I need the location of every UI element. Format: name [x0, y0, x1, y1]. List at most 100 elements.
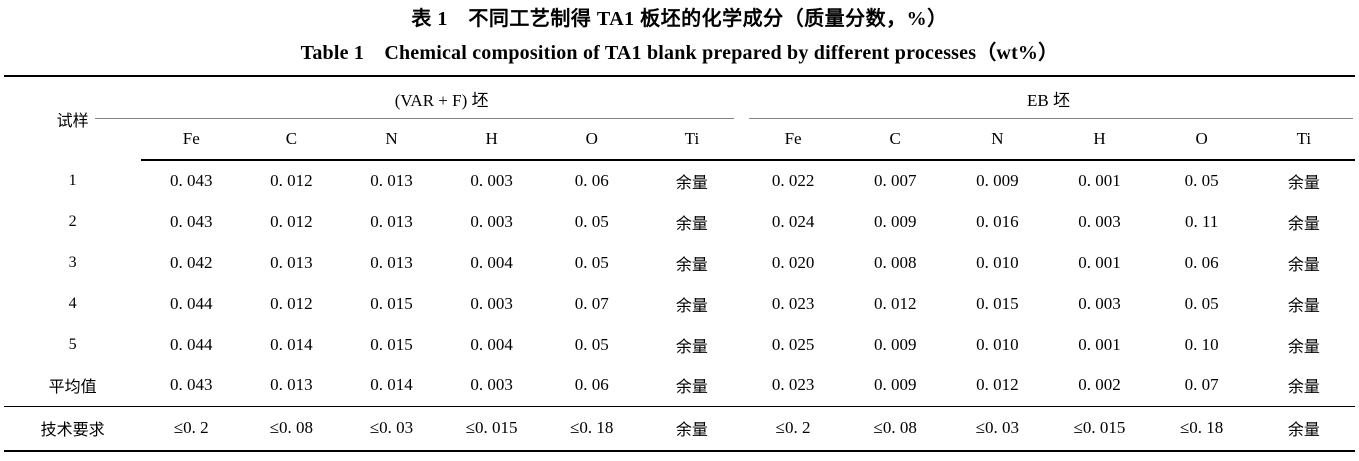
value-cell: 0. 004: [470, 252, 513, 272]
value-cell: 0. 007: [873, 171, 917, 190]
col-header-eb-h: H: [1048, 119, 1151, 161]
value-cell: ≤0. 18: [541, 405, 642, 451]
table-row: 2 0. 043 0. 012 0. 013 0. 003 0. 05 余量 0…: [4, 201, 1355, 242]
value-cell: 0. 015: [370, 334, 413, 354]
value-cell: 0. 043: [170, 211, 213, 231]
balance-cell: 余量: [1252, 405, 1355, 451]
value-cell: ≤0. 015: [1048, 405, 1151, 451]
value-cell: 0. 001: [1078, 171, 1121, 190]
col-header-eb-ti: Ti: [1252, 119, 1355, 161]
row-label: 3: [68, 253, 77, 271]
balance-cell: 余量: [641, 405, 743, 451]
col-header-varf-ti: Ti: [641, 119, 743, 161]
value-cell: 0. 009: [873, 211, 917, 231]
balance-cell: 余量: [675, 338, 708, 356]
col-header-varf-c: C: [241, 119, 342, 161]
balance-cell: 余量: [675, 297, 708, 315]
value-cell: 0. 044: [170, 334, 213, 354]
value-cell: 0. 013: [370, 171, 413, 190]
col-header-eb-o: O: [1150, 119, 1253, 161]
value-cell: 0. 06: [574, 375, 609, 395]
value-cell: 0. 009: [976, 171, 1019, 190]
value-cell: 0. 012: [270, 211, 313, 231]
value-cell: 0. 05: [574, 252, 609, 272]
balance-cell: 余量: [1287, 256, 1320, 274]
group-header-var-f: (VAR + F) 坯: [95, 76, 742, 119]
value-cell: 0. 013: [370, 211, 413, 231]
group-header-eb: EB 坯: [742, 76, 1355, 119]
element-header-row: Fe C N H O Ti Fe C N H O Ti: [4, 119, 1355, 161]
value-cell: 0. 003: [470, 293, 513, 313]
table-caption-chinese: 表 1 不同工艺制得 TA1 板坯的化学成分（质量分数，%）: [411, 8, 948, 30]
table-row-requirement: 技术要求 ≤0. 2 ≤0. 08 ≤0. 03 ≤0. 015 ≤0. 18 …: [4, 405, 1355, 451]
composition-table: 试样 (VAR + F) 坯 EB 坯 Fe C N H O Ti Fe C N…: [4, 75, 1355, 452]
value-cell: 0. 013: [270, 252, 313, 272]
value-cell: ≤0. 2: [141, 405, 242, 451]
col-header-varf-fe: Fe: [141, 119, 242, 161]
balance-cell: 余量: [1287, 297, 1320, 315]
value-cell: 0. 003: [1078, 211, 1121, 231]
value-cell: 0. 06: [1184, 252, 1219, 272]
balance-cell: 余量: [1287, 379, 1320, 397]
col-header-varf-h: H: [441, 119, 542, 161]
balance-cell: 余量: [675, 256, 708, 274]
value-cell: 0. 003: [1078, 293, 1121, 313]
value-cell: 0. 013: [270, 375, 313, 395]
value-cell: 0. 009: [873, 375, 917, 395]
row-label: 1: [68, 171, 77, 189]
row-label: 4: [68, 294, 77, 312]
value-cell: ≤0. 015: [441, 405, 542, 451]
value-cell: 0. 05: [574, 334, 609, 354]
value-cell: 0. 025: [771, 334, 815, 354]
row-label: 5: [68, 335, 77, 353]
row-label: 2: [68, 212, 77, 230]
value-cell: 0. 023: [771, 375, 815, 395]
value-cell: ≤0. 2: [742, 405, 845, 451]
table-row: 5 0. 044 0. 014 0. 015 0. 004 0. 05 余量 0…: [4, 324, 1355, 365]
group-header-row: 试样 (VAR + F) 坯 EB 坯: [4, 76, 1355, 130]
value-cell: 0. 042: [170, 252, 213, 272]
value-cell: 0. 043: [170, 375, 213, 395]
balance-cell: 余量: [1287, 215, 1320, 233]
value-cell: 0. 003: [470, 171, 513, 190]
value-cell: 0. 012: [976, 375, 1019, 395]
value-cell: 0. 06: [574, 171, 609, 190]
value-cell: 0. 012: [270, 293, 313, 313]
col-header-eb-fe: Fe: [742, 119, 845, 161]
col-header-varf-o: O: [541, 119, 642, 161]
value-cell: 0. 014: [270, 334, 313, 354]
value-cell: 0. 003: [470, 211, 513, 231]
value-cell: ≤0. 08: [241, 405, 342, 451]
balance-cell: 余量: [675, 379, 708, 397]
table-caption-english: Table 1 Chemical composition of TA1 blan…: [300, 42, 1059, 64]
value-cell: 0. 05: [1184, 293, 1219, 313]
value-cell: 0. 008: [873, 252, 917, 272]
value-cell: 0. 07: [1184, 375, 1219, 395]
balance-cell: 余量: [675, 215, 708, 233]
column-header-sample: 试样: [56, 112, 89, 130]
value-cell: 0. 013: [370, 252, 413, 272]
value-cell: 0. 001: [1078, 334, 1121, 354]
value-cell: 0. 10: [1184, 334, 1219, 354]
balance-cell: 余量: [675, 175, 708, 192]
value-cell: 0. 010: [976, 334, 1019, 354]
value-cell: 0. 012: [270, 171, 313, 190]
value-cell: 0. 022: [771, 171, 815, 190]
value-cell: 0. 044: [170, 293, 213, 313]
value-cell: 0. 004: [470, 334, 513, 354]
value-cell: 0. 003: [470, 375, 513, 395]
row-label: 技术要求: [4, 405, 142, 451]
value-cell: 0. 07: [574, 293, 609, 313]
value-cell: 0. 024: [771, 211, 815, 231]
balance-cell: 余量: [1287, 175, 1320, 192]
table-row-average: 平均值 0. 043 0. 013 0. 014 0. 003 0. 06 余量…: [4, 365, 1355, 406]
value-cell: ≤0. 03: [341, 405, 442, 451]
value-cell: 0. 002: [1078, 375, 1121, 395]
value-cell: 0. 05: [574, 211, 609, 231]
row-label: 平均值: [48, 379, 97, 397]
table-row: 1 0. 043 0. 012 0. 013 0. 003 0. 06 余量 0…: [4, 160, 1355, 201]
col-header-varf-n: N: [341, 119, 442, 161]
value-cell: 0. 043: [170, 171, 213, 190]
value-cell: 0. 023: [771, 293, 815, 313]
